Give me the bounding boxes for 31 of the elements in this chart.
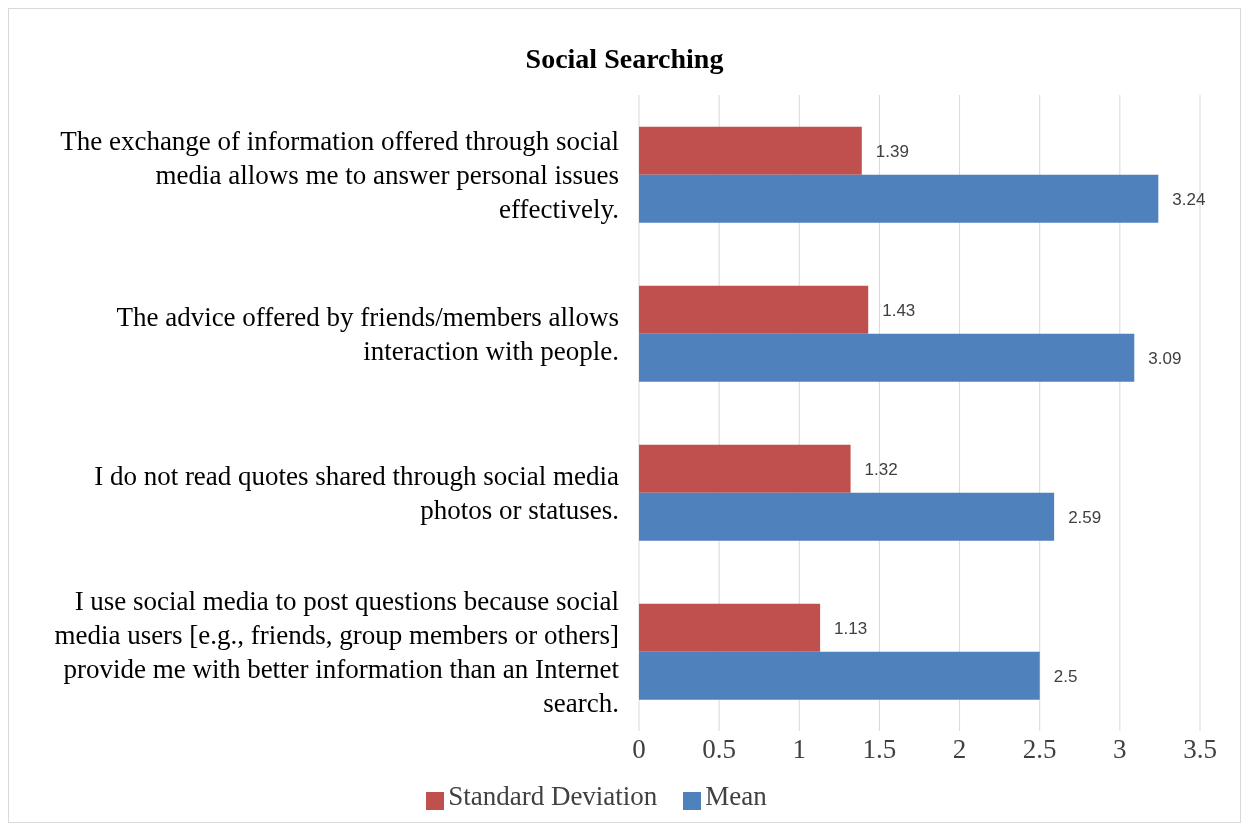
x-tick-label: 0.5 xyxy=(702,734,737,765)
data-label: 1.32 xyxy=(864,459,898,479)
legend-label: Standard Deviation xyxy=(448,781,658,811)
x-tick-label: 0 xyxy=(632,734,646,765)
bar xyxy=(639,333,1135,382)
chart-title: Social Searching xyxy=(524,42,725,76)
bar xyxy=(639,174,1159,223)
bar xyxy=(639,444,851,493)
x-tick-label: 3 xyxy=(1113,734,1127,765)
bar xyxy=(639,126,862,175)
data-label: 2.59 xyxy=(1068,507,1102,527)
data-label: 3.09 xyxy=(1148,348,1182,368)
data-label: 1.39 xyxy=(875,141,909,161)
bar xyxy=(639,651,1040,700)
data-label: 2.5 xyxy=(1053,666,1078,686)
legend-label: Mean xyxy=(705,781,767,811)
x-tick-label: 3.5 xyxy=(1183,734,1217,765)
y-tick-label: I do not read quotes shared through social media photos or statuses. xyxy=(94,460,620,525)
y-tick-label: I use social media to post questions because social media users [e.g., friends, group members or others] provide me with better information than an Internet search. xyxy=(54,585,620,718)
bar xyxy=(639,603,821,652)
bar xyxy=(639,492,1055,541)
y-tick-label: The exchange of information offered through social media allows me to answer personal issues effectively. xyxy=(60,125,619,224)
bar xyxy=(639,285,869,334)
x-tick-label: 2.5 xyxy=(1022,734,1057,765)
data-label: 1.43 xyxy=(882,300,916,320)
data-label: 1.13 xyxy=(834,618,868,638)
data-label: 3.24 xyxy=(1172,189,1206,209)
y-tick-label: The advice offered by friends/members allows interaction with people. xyxy=(116,301,619,366)
x-tick-label: 1.5 xyxy=(862,734,897,765)
x-tick-label: 1 xyxy=(792,734,807,765)
x-tick-label: 2 xyxy=(952,734,967,765)
